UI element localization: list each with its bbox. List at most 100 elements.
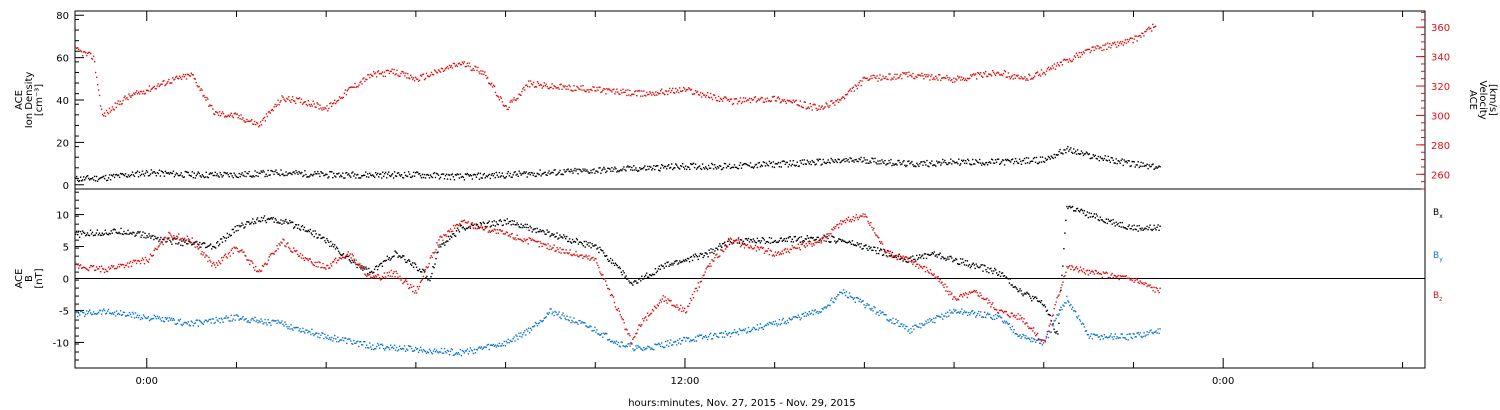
data-point-by [481,348,483,350]
data-point-bx [499,219,501,221]
data-point-bx [643,277,645,280]
data-point-velocity [106,111,109,114]
data-point-by [136,314,139,316]
data-point-bx [706,253,708,255]
data-point-bx [1039,301,1042,304]
data-point-velocity [687,88,689,91]
data-point-bx [379,263,382,265]
data-point-by [280,322,282,324]
data-point-bx [570,242,573,244]
data-point-bx [757,240,760,242]
data-point-velocity [408,77,410,79]
data-point-velocity [999,74,1002,76]
data-point-velocity [664,93,666,96]
data-point-velocity [421,73,424,76]
data-point-velocity [1027,79,1029,81]
data-point-bx [421,271,423,273]
data-point-density [1102,159,1104,161]
data-point-bz [140,259,143,262]
data-point-bz [485,226,487,229]
data-point-density [936,160,938,162]
data-point-bz [264,262,267,264]
data-point-bx [608,260,611,262]
data-point-by [828,304,830,306]
data-point-density [465,173,468,176]
data-point-by [75,312,77,314]
data-point-bx [115,231,117,234]
data-point-by [171,319,174,321]
data-point-by [987,312,989,314]
data-point-bx [882,254,885,256]
data-point-velocity [470,69,472,71]
data-point-velocity [472,68,474,70]
data-point-by [154,316,157,318]
data-point-bx [855,245,857,247]
data-point-by [903,324,905,326]
data-point-density [737,167,740,170]
data-point-bx [212,245,214,248]
data-point-bx [935,254,937,256]
data-point-bx [153,238,155,241]
data-point-by [650,348,652,350]
data-point-bz [346,253,348,255]
data-point-density [887,162,889,165]
data-point-bx [663,267,665,269]
data-point-by [996,314,999,317]
data-point-bx [1058,322,1060,325]
data-point-density [462,176,465,178]
data-point-by [245,317,247,320]
data-point-density [155,175,158,177]
data-point-by [687,337,689,340]
data-point-velocity [508,106,510,108]
data-point-bx [988,272,990,274]
data-point-density [119,172,122,175]
data-point-bz [319,261,321,264]
data-point-bx [218,243,221,245]
data-point-velocity [970,74,972,76]
data-point-velocity [684,88,686,90]
data-point-velocity [749,101,752,104]
data-point-bz [143,263,146,265]
data-point-bx [556,232,558,234]
data-point-density [756,166,759,169]
data-point-density [232,176,234,179]
data-point-by [243,319,245,321]
axes-layer [74,10,1426,369]
data-point-bx [152,234,154,237]
data-point-by [1073,310,1075,312]
data-point-density [1147,167,1149,170]
data-point-by [780,322,782,325]
data-point-velocity [713,94,716,96]
data-point-by [536,325,539,327]
data-point-velocity [674,92,676,94]
data-point-velocity [254,120,256,123]
data-point-density [746,164,749,166]
data-point-velocity [887,78,889,81]
data-point-velocity [77,47,79,49]
data-point-velocity [534,86,537,88]
data-point-bz [526,238,528,241]
data-point-density [131,171,134,173]
data-point-by [231,320,233,322]
data-point-density [577,173,579,175]
data-point-bx [705,252,707,254]
data-point-velocity [739,97,742,99]
data-point-velocity [144,92,147,95]
data-point-by [648,346,650,348]
data-point-velocity [873,74,875,77]
data-point-bx [188,240,190,242]
data-point-bx [76,230,78,232]
data-point-density [1127,160,1129,162]
data-point-by [983,316,985,319]
data-point-density [723,162,726,165]
data-point-density [852,159,854,162]
data-point-by [163,321,166,323]
data-point-bz [550,248,552,251]
data-point-bx [112,229,114,231]
data-point-bx [487,221,489,224]
data-point-bx [186,243,188,245]
data-point-by [737,333,740,336]
data-point-velocity [352,86,354,88]
data-point-velocity [480,70,482,72]
data-point-density [113,176,116,179]
